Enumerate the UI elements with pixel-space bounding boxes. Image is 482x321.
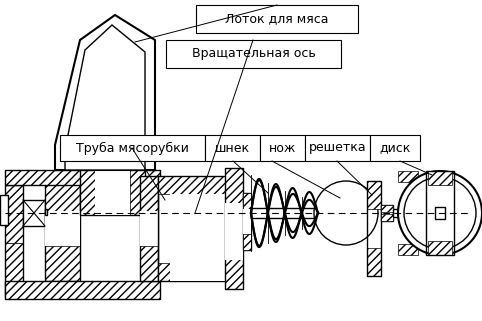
Bar <box>367 181 381 209</box>
Bar <box>398 244 418 255</box>
Bar <box>158 176 228 194</box>
Bar <box>435 207 445 219</box>
Bar <box>5 243 23 297</box>
Bar <box>381 205 393 221</box>
Bar <box>5 281 160 299</box>
Polygon shape <box>318 208 341 218</box>
Bar <box>243 209 251 234</box>
Bar <box>23 200 45 226</box>
Bar <box>0 195 8 225</box>
Circle shape <box>340 205 356 221</box>
Bar <box>140 246 158 281</box>
Polygon shape <box>343 220 353 243</box>
Circle shape <box>314 181 378 245</box>
Bar <box>170 194 228 281</box>
Bar <box>243 193 251 250</box>
Polygon shape <box>343 183 353 206</box>
Bar <box>330 202 336 224</box>
Bar <box>328 208 348 218</box>
Text: решетка: решетка <box>308 142 366 154</box>
Bar <box>45 209 47 215</box>
Bar <box>367 248 381 276</box>
Bar <box>318 205 328 221</box>
Bar <box>95 170 130 215</box>
Bar <box>140 176 158 211</box>
Bar <box>140 211 158 246</box>
Bar <box>130 170 145 215</box>
Bar <box>166 40 341 68</box>
Bar <box>196 5 358 33</box>
Polygon shape <box>65 25 145 170</box>
Text: Лоток для мяса: Лоток для мяса <box>225 13 329 25</box>
Text: Труба мясорубки: Труба мясорубки <box>76 142 189 154</box>
Bar <box>5 185 23 297</box>
Text: Вращательная ось: Вращательная ось <box>192 48 315 60</box>
Bar <box>243 193 251 209</box>
Bar <box>225 168 243 289</box>
Bar <box>426 171 454 255</box>
Bar <box>381 214 393 221</box>
Bar <box>260 135 305 161</box>
Bar <box>80 170 95 215</box>
Bar <box>398 171 418 182</box>
Bar <box>225 168 243 203</box>
Bar <box>5 281 160 299</box>
Circle shape <box>404 177 476 249</box>
Bar <box>5 185 23 243</box>
Bar <box>318 205 328 221</box>
Bar <box>370 135 420 161</box>
Bar <box>45 211 80 246</box>
Bar <box>243 234 251 250</box>
Bar <box>5 170 160 185</box>
Bar <box>367 181 381 276</box>
Polygon shape <box>55 15 155 170</box>
Text: нож: нож <box>269 142 296 154</box>
Bar <box>225 254 243 289</box>
Circle shape <box>398 171 482 255</box>
Text: шнек: шнек <box>215 142 250 154</box>
Bar <box>80 170 145 215</box>
Bar <box>158 263 228 281</box>
Bar <box>381 205 393 212</box>
Bar <box>225 203 243 260</box>
Bar <box>205 135 260 161</box>
Polygon shape <box>355 208 378 218</box>
Bar <box>45 176 80 281</box>
Bar <box>60 135 205 161</box>
Bar <box>428 241 452 255</box>
Bar <box>158 176 228 281</box>
Bar <box>393 209 408 217</box>
Bar <box>45 176 80 211</box>
Bar <box>305 135 370 161</box>
Bar <box>428 171 452 185</box>
Bar <box>251 208 326 218</box>
Bar <box>140 176 158 281</box>
Text: диск: диск <box>379 142 411 154</box>
Bar <box>5 170 160 185</box>
Bar <box>45 246 80 281</box>
